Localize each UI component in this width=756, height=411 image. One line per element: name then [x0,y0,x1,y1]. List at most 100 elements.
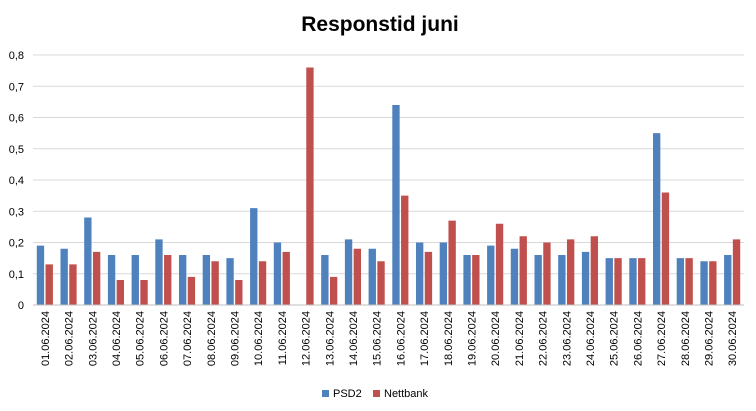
bar-nettbank [614,258,622,305]
bar-psd2 [273,242,282,305]
bar-nettbank [45,264,53,305]
bar-psd2 [321,255,329,305]
bar-psd2 [36,245,45,305]
bar-nettbank [353,248,362,305]
x-axis-ticks: 01.06.2024 02.06.2024 03.06.2024 04.06.2024… [40,311,739,366]
bar-psd2 [581,251,590,305]
bar-psd2 [344,239,353,305]
x-tick-label: 16.06.2024 [395,311,407,366]
bar-nettbank [401,195,409,305]
x-tick-label: 17.06.2024 [419,311,431,366]
bar-psd2 [178,255,187,305]
bar-psd2 [629,258,637,305]
bar-nettbank [732,239,741,305]
bar-nettbank [140,280,148,305]
y-tick-label: 0,5 [9,144,24,156]
bar-psd2 [107,255,116,305]
x-tick-label: 11.06.2024 [277,311,289,365]
x-tick-label: 12.06.2024 [301,311,313,366]
bar-psd2 [700,261,708,305]
x-tick-label: 29.06.2024 [703,311,715,366]
x-tick-label: 05.06.2024 [135,311,147,366]
x-tick-label: 24.06.2024 [585,311,597,366]
gridlines [33,54,744,275]
bar-psd2 [534,255,542,305]
y-tick-label: 0,8 [9,50,24,62]
x-tick-label: 06.06.2024 [158,311,170,366]
y-tick-label: 0 [18,300,24,312]
legend-swatch-nettbank [373,390,380,397]
bar-psd2 [392,105,400,305]
bar-nettbank [519,236,527,305]
bar-nettbank [424,251,433,305]
bar-nettbank [235,280,243,305]
bar-nettbank [187,276,196,305]
bar-psd2 [558,255,566,305]
y-tick-label: 0,3 [9,206,24,218]
x-tick-label: 20.06.2024 [490,311,502,366]
x-tick-label: 07.06.2024 [182,311,194,366]
x-tick-label: 09.06.2024 [229,311,241,366]
chart-title: Responstid juni [301,13,459,36]
x-tick-label: 03.06.2024 [87,311,99,366]
x-tick-label: 21.06.2024 [514,311,526,366]
x-tick-label: 14.06.2024 [348,311,360,366]
x-tick-label: 18.06.2024 [443,311,455,366]
bar-psd2 [84,217,92,305]
y-tick-label: 0,2 [9,238,24,250]
x-tick-label: 01.06.2024 [40,311,52,366]
bar-nettbank [306,67,314,305]
bar-nettbank [590,236,599,305]
bars [36,67,741,305]
x-tick-label: 23.06.2024 [561,311,573,366]
bar-nettbank [258,261,267,305]
x-tick-label: 26.06.2024 [632,311,644,366]
bar-nettbank [69,264,77,305]
x-tick-label: 02.06.2024 [64,311,76,366]
bar-nettbank [377,261,385,305]
x-tick-label: 22.06.2024 [538,311,550,366]
x-tick-label: 04.06.2024 [111,311,123,366]
bar-nettbank [448,220,456,305]
bar-psd2 [60,248,68,305]
bar-psd2 [250,208,258,305]
x-tick-label: 25.06.2024 [609,311,621,366]
y-tick-label: 0,1 [9,269,24,281]
bar-nettbank [211,261,219,305]
x-tick-label: 10.06.2024 [253,311,265,366]
bar-nettbank [116,280,125,305]
bar-psd2 [439,242,448,305]
bar-psd2 [155,239,163,305]
bar-nettbank [566,239,575,305]
legend-label-psd2: PSD2 [333,388,362,400]
x-tick-label: 28.06.2024 [680,311,692,366]
x-tick-label: 15.06.2024 [372,311,384,366]
x-tick-label: 19.06.2024 [466,311,478,366]
y-axis-ticks: 0 0,1 0,2 0,3 0,4 0,5 0,6 0,7 0,8 [9,50,24,312]
y-tick-label: 0,4 [9,175,24,187]
bar-psd2 [605,258,613,305]
bar-psd2 [368,248,376,305]
bar-psd2 [415,242,424,305]
legend: PSD2 Nettbank [322,388,429,400]
bar-nettbank [329,276,338,305]
x-tick-label: 30.06.2024 [727,311,739,366]
bar-psd2 [724,255,732,305]
y-tick-label: 0,6 [9,113,24,125]
bar-nettbank [661,192,670,305]
bar-psd2 [131,255,139,305]
bar-psd2 [202,255,211,305]
bar-psd2 [226,258,234,305]
bar-nettbank [472,255,480,305]
x-tick-label: 27.06.2024 [656,311,668,366]
x-tick-label: 13.06.2024 [324,311,336,366]
bar-nettbank [685,258,693,305]
y-tick-label: 0,7 [9,81,24,93]
bar-nettbank [92,251,101,305]
bar-psd2 [463,255,471,305]
legend-label-nettbank: Nettbank [384,388,429,400]
bar-nettbank [709,261,717,305]
bar-nettbank [543,242,551,305]
bar-psd2 [487,245,495,305]
